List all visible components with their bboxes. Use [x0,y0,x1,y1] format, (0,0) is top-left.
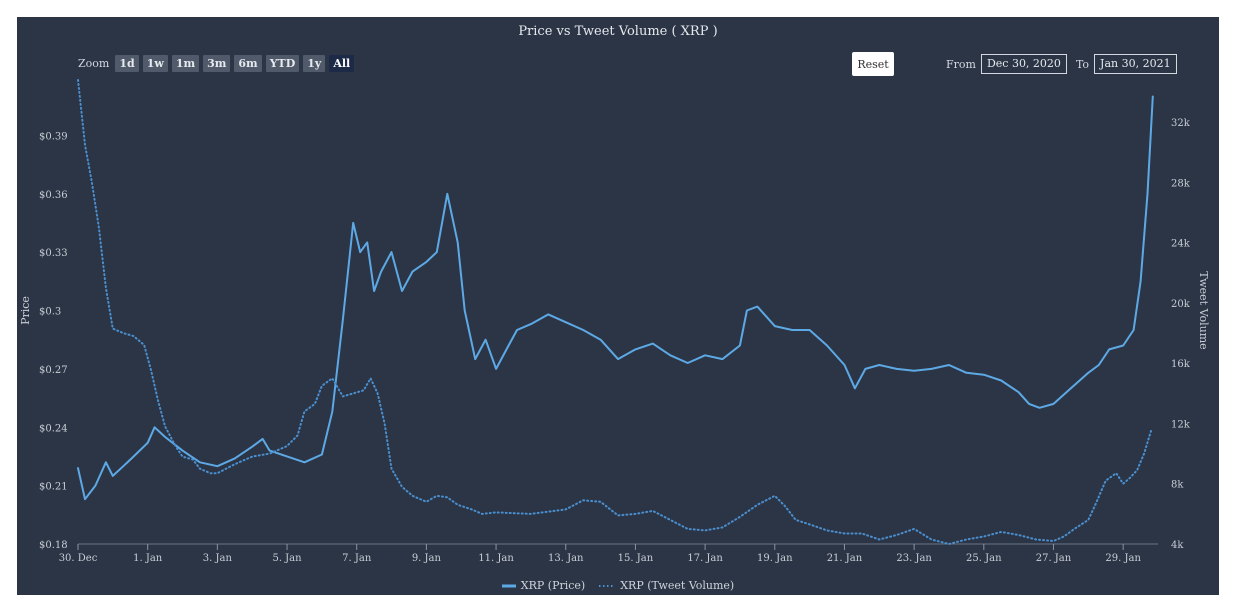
y-right-tick-label: 16k [1171,359,1191,370]
tweet-volume-series-line [77,79,1152,545]
chart-title: Price vs Tweet Volume ( XRP ) [518,24,718,39]
y-right-axis-title: Tweet Volume [1197,271,1210,349]
legend-item-volume[interactable]: XRP (Tweet Volume) [599,579,734,592]
to-label: To [1075,57,1090,71]
x-tick-label: 11. Jan [478,553,514,564]
y-left-axis-title: Price [19,296,32,325]
y-right-tick-label: 32k [1171,118,1191,129]
y-left-tick-label: $0.3 [39,307,61,318]
x-tick-label: 25. Jan [966,553,1002,564]
zoom-6m-button[interactable]: 6m [234,55,262,72]
zoom-label: Zoom [78,57,110,70]
x-tick-label: 3. Jan [203,553,233,564]
legend-item-price[interactable]: XRP (Price) [501,579,586,592]
zoom-1d-button[interactable]: 1d [115,55,139,72]
legend-swatch-price [501,584,516,587]
x-tick-label: 29. Jan [1105,553,1141,564]
zoom-1y-button[interactable]: 1y [303,55,326,72]
y-left-tick-label: $0.24 [39,423,68,434]
x-tick-label: 21. Jan [827,553,863,564]
from-date-input[interactable]: Dec 30, 2020 [980,54,1067,74]
legend-label-price: XRP (Price) [520,579,586,592]
x-tick-label: 13. Jan [548,553,584,564]
x-tick-label: 1. Jan [133,553,163,564]
y-left-tick-label: $0.36 [39,190,68,201]
y-left-tick-label: $0.18 [39,540,68,551]
reset-zoom-button[interactable]: Reset [852,52,894,76]
y-right-tick-label: 8k [1171,480,1184,491]
x-tick-label: 27. Jan [1036,553,1072,564]
to-date-input[interactable]: Jan 30, 2021 [1094,54,1177,74]
y-left-tick-label: $0.21 [39,482,68,493]
zoom-ytd-button[interactable]: YTD [265,55,300,72]
legend-swatch-volume [599,584,616,587]
y-right-tick-label: 20k [1171,299,1191,310]
date-range-selector: From Dec 30, 2020 To Jan 30, 2021 [946,54,1177,74]
zoom-1m-button[interactable]: 1m [171,55,200,72]
x-tick-label: 23. Jan [896,553,932,564]
zoom-selector: Zoom 1d 1w 1m 3m 6m YTD 1y All [78,55,355,72]
x-tick-label: 30. Dec [59,553,98,564]
x-tick-label: 19. Jan [757,553,793,564]
y-right-tick-label: 12k [1171,419,1191,430]
y-right-tick-label: 24k [1171,239,1191,250]
chart-container: Price vs Tweet Volume ( XRP ) Zoom 1d 1w… [17,17,1219,595]
plot-area: 30. Dec 1. Jan 3. Jan 5. Jan 7. Jan 9. Jan 11.… [19,79,1210,564]
x-tick-label: 7. Jan [342,553,372,564]
x-tick-label: 5. Jan [272,553,302,564]
zoom-1w-button[interactable]: 1w [142,55,168,72]
y-left-tick-label: $0.27 [39,365,68,376]
legend-label-volume: XRP (Tweet Volume) [620,579,735,592]
zoom-3m-button[interactable]: 3m [203,55,231,72]
x-tick-label: 9. Jan [412,553,442,564]
y-right-tick-label: 28k [1171,178,1191,189]
zoom-all-button[interactable]: All [329,55,355,72]
from-label: From [946,57,976,71]
y-left-tick-label: $0.39 [39,131,68,142]
x-tick-label: 15. Jan [618,553,654,564]
y-left-tick-label: $0.33 [39,248,68,259]
legend: XRP (Price) XRP (Tweet Volume) [17,579,1219,592]
y-right-tick-label: 4k [1171,540,1184,551]
price-series-line [77,95,1154,501]
x-tick-label: 17. Jan [687,553,723,564]
